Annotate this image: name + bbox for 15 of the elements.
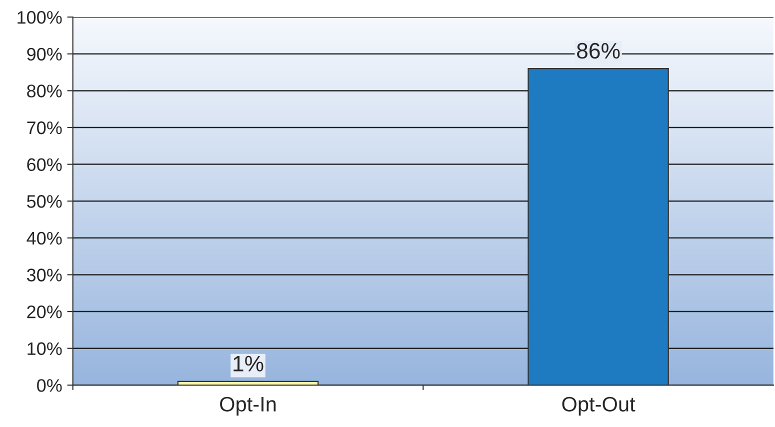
y-tick-label: 30% [26, 268, 62, 282]
data-label: 86% [577, 42, 620, 59]
y-tick-label: 80% [27, 84, 62, 98]
data-label: 1% [234, 356, 264, 372]
y-tick-label: 60% [27, 158, 62, 172]
y-tick-label: 10% [28, 342, 62, 356]
x-tick-label: Opt-Out [562, 396, 636, 416]
y-tick-label: 70% [27, 121, 62, 134]
y-tick-label: 40% [26, 232, 62, 245]
x-tick-label: Opt-In [220, 396, 276, 416]
y-tick-label: 90% [27, 48, 62, 61]
y-tick-label: 100% [18, 11, 62, 24]
y-tick-label: 0% [37, 379, 62, 392]
y-tick-label: 50% [27, 195, 62, 208]
y-tick-label: 20% [27, 305, 62, 318]
